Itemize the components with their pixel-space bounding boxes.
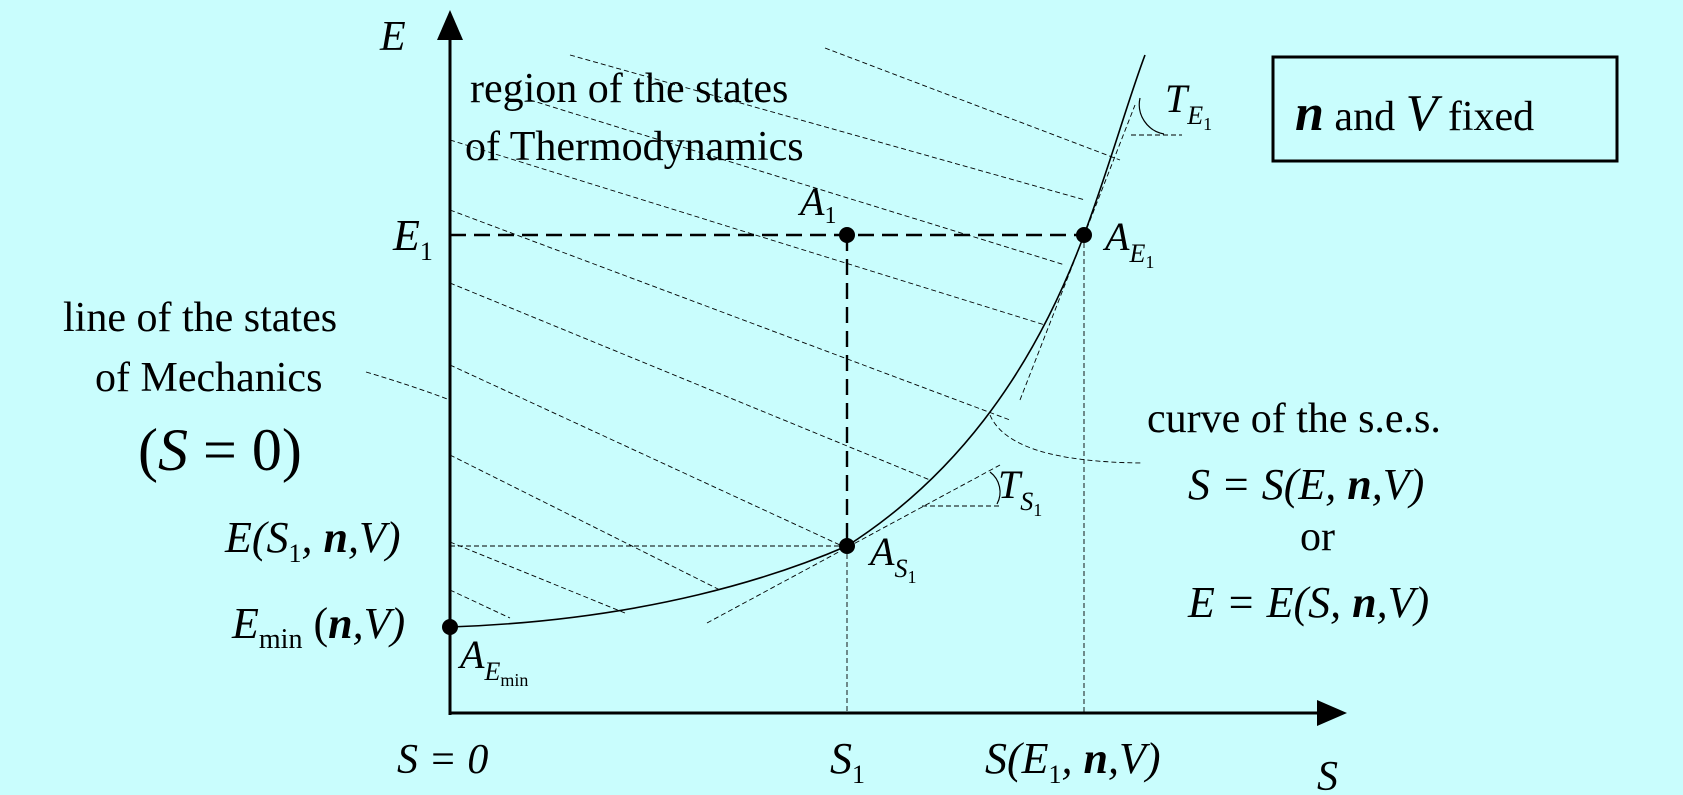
ts1-angle-arc [989,471,1001,505]
guide-lines [450,233,1085,713]
ae1-label: AE1 [1102,214,1154,272]
a1-label: A1 [797,179,836,229]
angle-arcs [989,97,1165,505]
s-axis-label: S [1317,754,1338,795]
box-fixed: fixed [1437,94,1534,140]
mechanics-leader [365,371,451,401]
curve-label-line1: curve of the s.e.s. [1147,396,1441,442]
aemin-label: AEmin [457,632,528,690]
region-label-line2: of Thermodynamics [465,124,804,170]
emin-label: Emin (n,V) [231,599,405,655]
curve-label-or: or [1300,514,1335,560]
curve-leader [989,414,1144,464]
stable-equilibrium-curve [449,54,1146,628]
state-points [442,227,1092,635]
s-axis-arrow [1317,700,1347,726]
te1-label: TE1 [1165,76,1212,134]
te1-angle-arc [1138,97,1165,135]
s1-label: S1 [830,734,865,789]
e1-label: E1 [392,211,433,266]
ts1-label: TS1 [998,462,1042,520]
axes [437,10,1347,726]
as1-label: AS1 [867,529,916,587]
thermodynamic-region-hatching [449,47,1121,619]
tangents [706,104,1182,624]
mechanics-equation: (S = 0) [138,417,302,483]
s-e1-label: S(E1, n,V) [985,734,1161,789]
e-axis-arrow [437,10,463,40]
mechanics-label-line1: line of the states [63,295,337,341]
leader-lines [365,371,1144,464]
s0-label: S = 0 [397,737,488,783]
box-and: and [1324,94,1406,140]
e-s1-label: E(S1, n,V) [224,513,401,568]
region-label-line1: region of the states [470,66,788,112]
curve-equation-2: E = E(S, n,V) [1187,578,1429,627]
curve-equation-1: S = S(E, n,V) [1188,460,1424,509]
fixed-quantities-label: n and V fixed [1295,85,1534,142]
e-axis-label: E [379,14,406,60]
box-v: V [1406,85,1443,142]
point-ae1 [1076,227,1092,243]
point-as1 [839,538,855,554]
point-a1 [839,227,855,243]
fixed-quantities-box [1271,55,1619,163]
mechanics-label-line2: of Mechanics [95,355,322,401]
tangent-at-ae1 [1019,104,1136,401]
box-n: n [1295,85,1324,142]
point-aemin [442,619,458,635]
